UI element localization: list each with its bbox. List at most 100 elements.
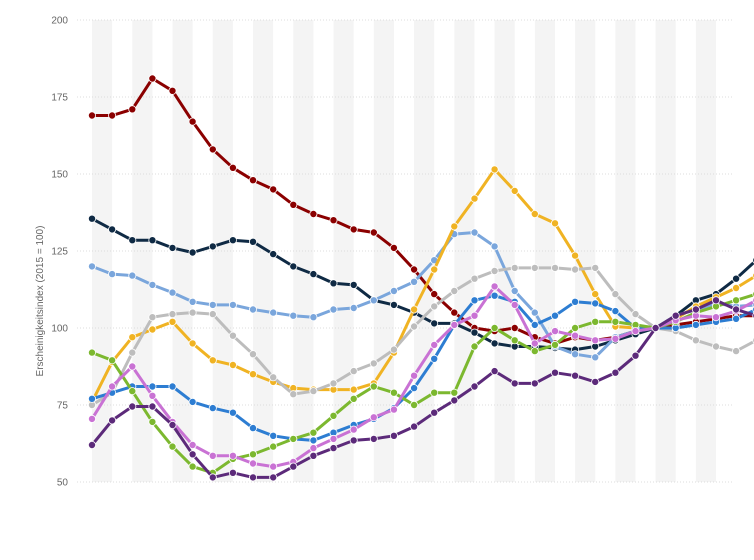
data-point[interactable] (329, 411, 338, 420)
data-point[interactable] (309, 270, 318, 279)
data-point[interactable] (551, 219, 560, 228)
data-point[interactable] (470, 274, 479, 283)
data-point[interactable] (470, 194, 479, 203)
data-point[interactable] (248, 459, 257, 468)
data-point[interactable] (329, 216, 338, 225)
data-point[interactable] (248, 305, 257, 314)
data-point[interactable] (349, 394, 358, 403)
data-point[interactable] (611, 307, 620, 316)
data-point[interactable] (88, 440, 97, 449)
data-point[interactable] (530, 347, 539, 356)
data-point[interactable] (571, 323, 580, 332)
data-point[interactable] (611, 290, 620, 299)
data-point[interactable] (430, 388, 439, 397)
data-point[interactable] (510, 379, 519, 388)
data-point[interactable] (571, 265, 580, 274)
data-point[interactable] (208, 310, 217, 319)
data-point[interactable] (530, 263, 539, 272)
data-point[interactable] (430, 354, 439, 363)
data-point[interactable] (108, 111, 117, 120)
data-point[interactable] (389, 243, 398, 252)
data-point[interactable] (309, 444, 318, 453)
data-point[interactable] (430, 408, 439, 417)
data-point[interactable] (450, 308, 459, 317)
data-point[interactable] (269, 442, 278, 451)
data-point[interactable] (551, 311, 560, 320)
data-point[interactable] (329, 305, 338, 314)
data-point[interactable] (611, 334, 620, 343)
data-point[interactable] (128, 271, 137, 280)
data-point[interactable] (248, 450, 257, 459)
data-point[interactable] (228, 331, 237, 340)
data-point[interactable] (631, 351, 640, 360)
data-point[interactable] (248, 370, 257, 379)
data-point[interactable] (208, 300, 217, 309)
data-point[interactable] (732, 283, 741, 292)
data-point[interactable] (450, 286, 459, 295)
data-point[interactable] (691, 336, 700, 345)
data-point[interactable] (108, 270, 117, 279)
data-point[interactable] (591, 336, 600, 345)
data-point[interactable] (349, 280, 358, 289)
data-point[interactable] (108, 416, 117, 425)
data-point[interactable] (712, 342, 721, 351)
data-point[interactable] (349, 303, 358, 312)
data-point[interactable] (651, 323, 660, 332)
data-point[interactable] (410, 422, 419, 431)
data-point[interactable] (269, 462, 278, 471)
data-point[interactable] (329, 379, 338, 388)
data-point[interactable] (551, 263, 560, 272)
data-point[interactable] (148, 280, 157, 289)
data-point[interactable] (88, 214, 97, 223)
data-point[interactable] (551, 368, 560, 377)
data-point[interactable] (410, 305, 419, 314)
data-point[interactable] (712, 313, 721, 322)
data-point[interactable] (128, 348, 137, 357)
data-point[interactable] (88, 111, 97, 120)
data-point[interactable] (510, 336, 519, 345)
data-point[interactable] (188, 248, 197, 257)
data-point[interactable] (289, 390, 298, 399)
data-point[interactable] (369, 382, 378, 391)
data-point[interactable] (510, 286, 519, 295)
data-point[interactable] (208, 473, 217, 482)
data-point[interactable] (128, 387, 137, 396)
data-point[interactable] (269, 431, 278, 440)
data-point[interactable] (490, 339, 499, 348)
data-point[interactable] (551, 340, 560, 349)
data-point[interactable] (248, 473, 257, 482)
data-point[interactable] (228, 468, 237, 477)
data-point[interactable] (148, 391, 157, 400)
data-point[interactable] (732, 347, 741, 356)
data-point[interactable] (168, 86, 177, 95)
data-point[interactable] (208, 356, 217, 365)
data-point[interactable] (208, 451, 217, 460)
data-point[interactable] (470, 311, 479, 320)
data-point[interactable] (691, 320, 700, 329)
data-point[interactable] (571, 251, 580, 260)
data-point[interactable] (470, 296, 479, 305)
data-point[interactable] (329, 434, 338, 443)
data-point[interactable] (631, 327, 640, 336)
data-point[interactable] (410, 371, 419, 380)
data-point[interactable] (369, 296, 378, 305)
data-point[interactable] (490, 242, 499, 251)
data-point[interactable] (108, 225, 117, 234)
data-point[interactable] (410, 322, 419, 331)
data-point[interactable] (530, 379, 539, 388)
data-point[interactable] (329, 279, 338, 288)
data-point[interactable] (470, 228, 479, 237)
data-point[interactable] (188, 397, 197, 406)
data-point[interactable] (148, 402, 157, 411)
data-point[interactable] (269, 308, 278, 317)
data-point[interactable] (208, 242, 217, 251)
data-point[interactable] (510, 300, 519, 309)
data-point[interactable] (248, 424, 257, 433)
data-point[interactable] (248, 350, 257, 359)
data-point[interactable] (490, 165, 499, 174)
data-point[interactable] (410, 265, 419, 274)
data-point[interactable] (349, 225, 358, 234)
data-point[interactable] (329, 444, 338, 453)
data-point[interactable] (228, 451, 237, 460)
data-point[interactable] (188, 440, 197, 449)
